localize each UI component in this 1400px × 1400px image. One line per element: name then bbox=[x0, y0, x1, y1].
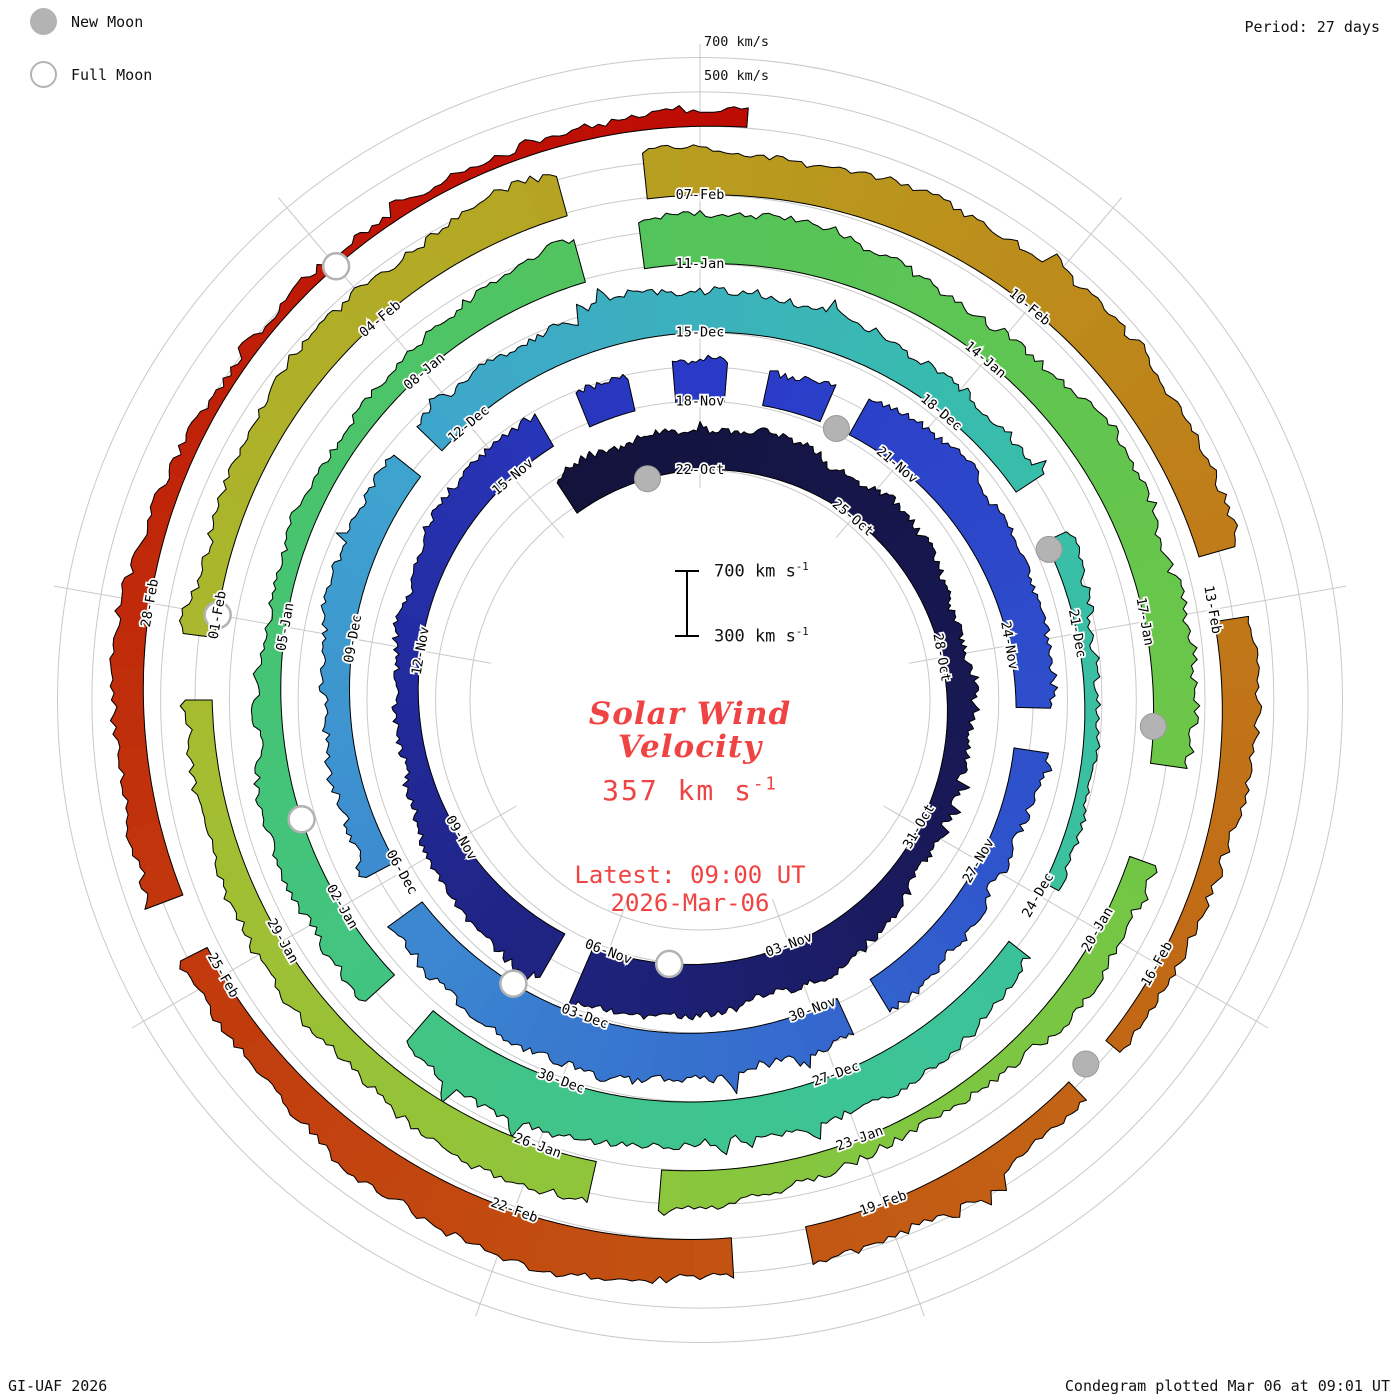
new-moon-marker bbox=[822, 415, 850, 442]
new-moon-marker bbox=[1139, 712, 1167, 740]
full-moon-marker bbox=[321, 252, 351, 281]
moon-markers bbox=[203, 252, 1167, 1078]
new-moon-marker bbox=[634, 465, 661, 493]
full-moon-marker bbox=[654, 949, 684, 979]
date-label: 18-Nov bbox=[676, 393, 725, 409]
date-label: 11-Jan bbox=[676, 256, 725, 272]
full-moon-marker bbox=[203, 600, 232, 630]
velocity-scale-bar bbox=[675, 570, 699, 637]
date-label: 22-Oct bbox=[676, 462, 725, 478]
new-moon-marker bbox=[1035, 535, 1063, 563]
date-label: 13-Feb bbox=[1200, 584, 1224, 635]
new-moon-marker bbox=[1072, 1050, 1100, 1078]
date-label: 15-Dec bbox=[676, 325, 725, 341]
full-moon-marker bbox=[287, 805, 316, 834]
spiral-band bbox=[109, 105, 1263, 1285]
full-moon-marker bbox=[499, 969, 528, 998]
date-label: 07-Feb bbox=[676, 187, 725, 203]
